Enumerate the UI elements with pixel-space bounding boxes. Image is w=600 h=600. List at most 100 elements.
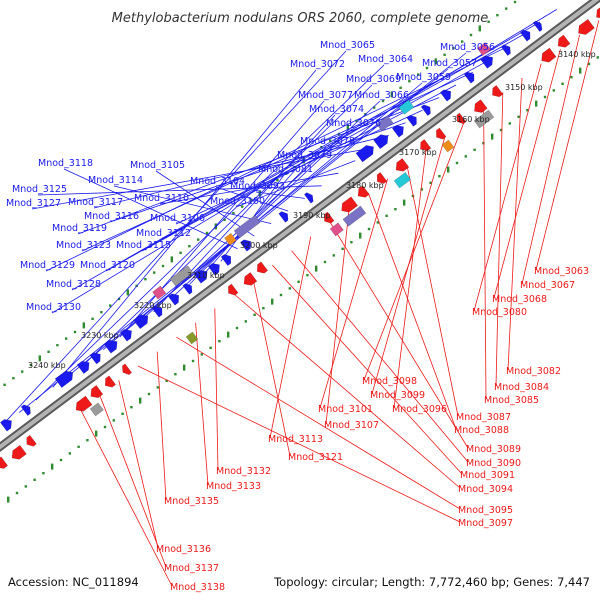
inner-tick-dot (42, 472, 45, 475)
reverse-gene (420, 139, 432, 152)
inner-tick-dot (438, 175, 441, 178)
forward-gene (463, 71, 475, 84)
outer-tick-dot (29, 363, 33, 367)
forward-gene (151, 305, 163, 318)
inner-tick-dot (464, 155, 467, 158)
kbp-tick-label: 3150 kbp (505, 83, 543, 92)
forward-gene-label: Mnod_3117 (68, 197, 123, 208)
outer-tick-dot (56, 344, 59, 347)
outer-tick-dot (47, 350, 50, 353)
reverse-gene (11, 444, 27, 460)
reverse-gene (0, 456, 9, 469)
kbp-tick-label: 3170 kbp (399, 148, 437, 157)
kbp-tick-label: 3210 kbp (187, 271, 225, 280)
inner-tick-dot (394, 208, 397, 211)
reverse-gene (341, 196, 359, 213)
outer-tick-dot (434, 58, 437, 65)
forward-gene (103, 339, 118, 354)
outer-tick-dot (38, 355, 41, 362)
forward-gene-label: Mnod_3114 (88, 175, 143, 186)
reverse-gene-label: Mnod_3067 (520, 280, 575, 291)
forward-gene (193, 269, 208, 284)
inner-tick-dot (482, 142, 485, 145)
reverse-leader-line (535, 20, 600, 271)
forward-leader-line (102, 82, 423, 350)
outer-tick-dot (153, 271, 156, 274)
forward-gene-label: Mnod_3081 (258, 164, 313, 175)
forward-gene-label: Mnod_3129 (20, 260, 75, 271)
forward-gene-label: Mnod_3078 (300, 136, 355, 147)
reverse-gene-label: Mnod_3085 (484, 395, 539, 406)
inner-tick-dot (191, 359, 195, 363)
outer-tick-dot (117, 297, 121, 301)
reverse-gene-label: Mnod_3136 (156, 544, 211, 555)
outer-tick-dot (100, 311, 103, 314)
forward-gene-label: Mnod_3104 (190, 176, 245, 187)
reverse-gene-label: Mnod_3087 (456, 412, 511, 423)
forward-gene (278, 211, 289, 223)
reverse-gene (456, 112, 467, 125)
forward-gene-label: Mnod_3064 (358, 54, 413, 65)
forward-gene (119, 329, 132, 342)
forward-leader-line (136, 100, 381, 325)
forward-gene-label: Mnod_3093 (230, 181, 285, 192)
topology-summary: Topology: circular; Length: 7,772,460 bp… (273, 575, 590, 589)
outer-tick-dot (276, 179, 279, 182)
forward-leader-line (86, 84, 373, 363)
protein-block (233, 214, 261, 239)
inner-tick-dot (517, 115, 520, 118)
outer-tick-dot (249, 198, 253, 202)
forward-leader-line (235, 160, 356, 208)
outer-tick-dot (337, 132, 341, 136)
reverse-gene-label: Mnod_3101 (318, 404, 373, 415)
reverse-gene-label: Mnod_3107 (324, 420, 379, 431)
inner-tick-dot (420, 188, 423, 191)
inner-tick-dot (385, 214, 388, 217)
outer-tick-dot (355, 119, 358, 122)
reverse-leader-line (80, 409, 173, 587)
reverse-gene-label: Mnod_3080 (472, 307, 527, 318)
inner-tick-dot (403, 199, 406, 206)
reverse-gene-label: Mnod_3135 (164, 496, 219, 507)
inner-tick-dot (24, 485, 27, 488)
inner-tick-dot (218, 340, 221, 343)
olive-block (185, 331, 199, 345)
kbp-tick-label: 3190 kbp (293, 211, 331, 220)
reverse-gene-label: Mnod_3097 (458, 518, 513, 529)
forward-gene-label: Mnod_3119 (52, 223, 107, 234)
pseudogene-block (329, 222, 344, 237)
label-leader-lines (2, 9, 600, 587)
inner-tick-dot (499, 128, 503, 132)
reverse-gene-label: Mnod_3099 (370, 390, 425, 401)
forward-gene-label: Mnod_3059 (396, 72, 451, 83)
inner-tick-dot (323, 260, 327, 264)
kbp-ticks: 3140 kbp 3150 kbp 3160 kbp 3170 kbp 3180 kbp… (28, 50, 596, 370)
genome-backbone (0, 0, 600, 452)
outer-tick-dot (399, 86, 402, 89)
kbp-tick-label: 3180 kbp (346, 181, 384, 190)
inner-tick-dot (200, 353, 203, 356)
inner-tick-dot (367, 227, 371, 231)
hypothetical-block (169, 265, 194, 287)
reverse-gene-label: Mnod_3068 (492, 294, 547, 305)
inner-tick-dot (121, 412, 124, 415)
forward-gene-label: Mnod_3065 (320, 40, 375, 51)
outer-tick-dot (161, 264, 165, 268)
inner-tick-dot (297, 280, 300, 283)
inner-tick-dot (587, 62, 591, 66)
forward-gene-label: Mnod_3106 (150, 213, 205, 224)
kbp-tick-label: 3220 kbp (134, 301, 172, 310)
forward-gene-label: Mnod_3123 (56, 240, 111, 251)
forward-gene-label: Mnod_3056 (440, 42, 495, 53)
forward-gene (20, 404, 31, 416)
map-title: Methylobacterium nodulans ORS 2060, comp… (112, 11, 489, 26)
teal-block (398, 99, 415, 115)
outer-tick-dot (452, 47, 455, 50)
forward-gene (220, 254, 232, 266)
inner-tick-dot (473, 148, 476, 151)
inner-tick-dot (429, 181, 432, 184)
reverse-gene (90, 385, 104, 399)
outer-tick-dot (373, 106, 376, 109)
